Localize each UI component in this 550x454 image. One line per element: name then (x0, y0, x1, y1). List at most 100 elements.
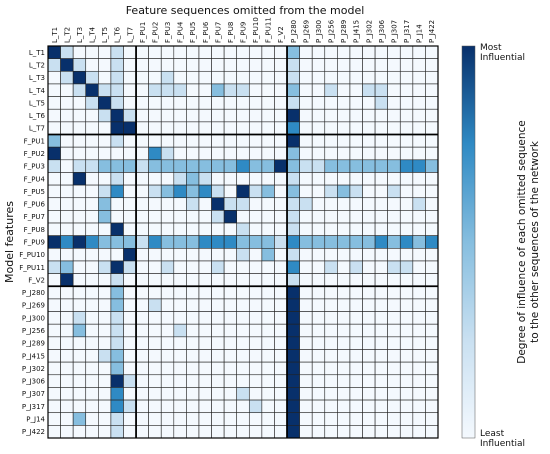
heatmap-cell (399, 298, 414, 312)
column-tick-label: L_T7 (126, 27, 134, 43)
row-tick-label: F_PU10 (19, 251, 45, 259)
heatmap-cell (186, 197, 200, 211)
heatmap-cell (324, 222, 338, 236)
heatmap-cell (123, 235, 137, 249)
heatmap-cell (223, 210, 238, 224)
heatmap-cell (148, 387, 162, 401)
heatmap-cell (399, 96, 414, 110)
heatmap-cell (299, 361, 313, 376)
heatmap-cell (286, 336, 300, 350)
heatmap-cell (362, 285, 376, 300)
heatmap-cell (98, 96, 112, 110)
heatmap-cell (173, 108, 187, 123)
heatmap-cell (173, 70, 187, 85)
column-tick-label: L_T2 (63, 27, 71, 43)
heatmap-cell (186, 361, 200, 376)
heatmap-cell (374, 108, 388, 123)
heatmap-border (47, 45, 439, 439)
heatmap-cell (274, 285, 288, 300)
heatmap-cell (85, 108, 99, 123)
heatmap-cell (160, 108, 175, 123)
heatmap-cell (324, 108, 338, 123)
heatmap-cell (47, 58, 61, 72)
heatmap-cell (173, 121, 187, 135)
heatmap-cell (337, 96, 351, 110)
heatmap-cell (72, 96, 87, 110)
heatmap-cell (85, 285, 99, 300)
heatmap-cell (248, 172, 263, 186)
heatmap-cell (362, 121, 376, 135)
heatmap-cell (324, 298, 338, 312)
heatmap-cell (299, 412, 313, 426)
heatmap-cell (47, 285, 61, 300)
heatmap-cell (223, 273, 238, 287)
heatmap-cell (60, 349, 74, 363)
heatmap-cell (299, 235, 313, 249)
heatmap-cell (261, 412, 275, 426)
heatmap-cell (337, 374, 351, 388)
heatmap-cell (72, 134, 87, 148)
heatmap-cell (148, 298, 162, 312)
heatmap-cell (160, 323, 175, 338)
heatmap-cell (211, 96, 225, 110)
heatmap-cell (286, 45, 300, 59)
heatmap-cell (186, 172, 200, 186)
heatmap-cell (374, 172, 388, 186)
heatmap-cell (173, 361, 187, 376)
heatmap-cell (186, 159, 200, 173)
heatmap-cell (72, 260, 87, 274)
heatmap-cell (261, 273, 275, 287)
heatmap-cell (337, 45, 351, 59)
heatmap-cell (60, 58, 74, 72)
heatmap-cell (425, 412, 439, 426)
heatmap-cell (98, 45, 112, 59)
row-tick-label: P_J289 (22, 340, 45, 348)
heatmap-cell (148, 235, 162, 249)
heatmap-cell (198, 96, 212, 110)
heatmap-cell (286, 399, 300, 414)
heatmap-cell (135, 235, 149, 249)
heatmap-cell (223, 349, 238, 363)
colorbar-top-label: Most Influential (480, 43, 525, 63)
heatmap-cell (425, 121, 439, 135)
heatmap-cell (135, 197, 149, 211)
heatmap-cell (248, 134, 263, 148)
heatmap-cell (399, 412, 414, 426)
heatmap-cell (98, 58, 112, 72)
heatmap-cell (186, 184, 200, 199)
heatmap-cell (311, 58, 326, 72)
heatmap-cell (286, 349, 300, 363)
heatmap-cell (399, 336, 414, 350)
heatmap-cell (160, 374, 175, 388)
heatmap-cell (148, 83, 162, 97)
row-tick-label: P_J302 (22, 365, 45, 373)
heatmap-cell (47, 311, 61, 325)
heatmap-cell (198, 83, 212, 97)
heatmap-cell (110, 412, 124, 426)
heatmap-cell (173, 159, 187, 173)
heatmap-cell (299, 159, 313, 173)
heatmap-cell (425, 374, 439, 388)
heatmap-cell (186, 96, 200, 110)
heatmap-cell (324, 70, 338, 85)
row-tick-label: P_J306 (22, 378, 46, 386)
heatmap-cell (399, 159, 414, 173)
heatmap-cell (412, 399, 426, 414)
heatmap-cell (286, 298, 300, 312)
heatmap-cell (110, 248, 124, 262)
colorbar (461, 45, 476, 439)
heatmap-cell (425, 285, 439, 300)
heatmap-cell (223, 108, 238, 123)
heatmap-cell (160, 336, 175, 350)
heatmap-cell (387, 210, 401, 224)
heatmap-cell (261, 336, 275, 350)
heatmap-cell (425, 58, 439, 72)
heatmap-cell (248, 235, 263, 249)
heatmap-cell (311, 349, 326, 363)
heatmap-cell (412, 374, 426, 388)
heatmap-cell (248, 260, 263, 274)
heatmap-cell (374, 311, 388, 325)
heatmap-cell (223, 70, 238, 85)
heatmap-cell (324, 273, 338, 287)
heatmap-cell (299, 260, 313, 274)
